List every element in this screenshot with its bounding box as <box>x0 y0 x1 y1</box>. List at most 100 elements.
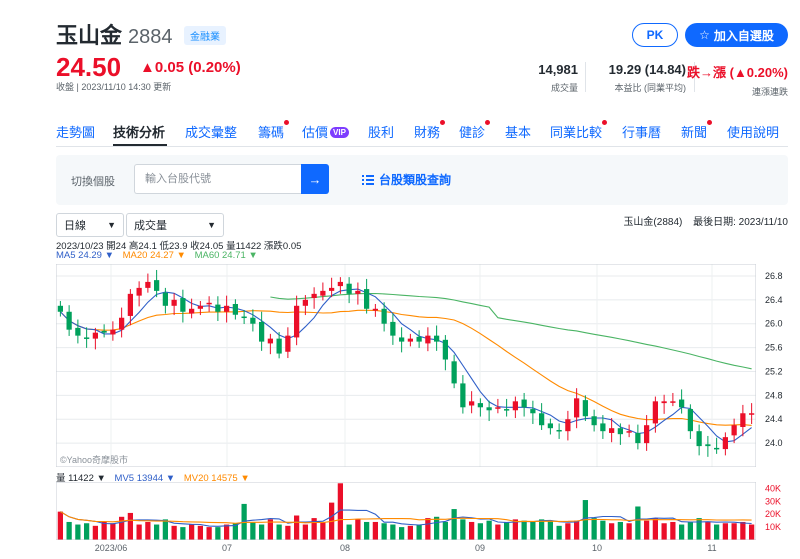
tab-news[interactable]: 新聞 <box>681 120 713 141</box>
candle-body <box>679 399 685 408</box>
candle <box>591 409 597 432</box>
candle <box>302 295 308 316</box>
tab-label: 成交彙整 <box>185 125 238 140</box>
volume-bar <box>547 520 553 540</box>
candle-body <box>486 407 492 411</box>
date-tick-label: 07 <box>222 543 232 553</box>
candle-body <box>609 428 615 433</box>
ma60-path <box>270 292 752 370</box>
sector-badge[interactable]: 金融業 <box>184 26 226 45</box>
period-select[interactable]: 日線 ▼ <box>56 213 124 237</box>
search-submit-button[interactable]: → <box>301 164 329 194</box>
indicator-select[interactable]: 成交量 ▼ <box>126 213 224 237</box>
candle-body <box>101 330 107 333</box>
add-watchlist-button[interactable]: ☆ 加入自選股 <box>685 23 788 47</box>
candle <box>652 396 658 433</box>
volume-axis: 40K 30K 20K 10K <box>765 483 781 532</box>
candle-body <box>276 338 282 354</box>
volume-mv-lines <box>60 509 752 527</box>
stat-label: 本益比 (同業平均) <box>614 83 687 93</box>
price-tick-label: 24.0 <box>765 438 783 448</box>
tab-trend[interactable]: 走勢圖 <box>56 122 95 141</box>
price-tick-label: 25.2 <box>765 366 783 376</box>
candle <box>171 293 177 316</box>
candle-body <box>285 335 291 352</box>
volume-bar <box>337 483 343 540</box>
volume-bar <box>285 525 291 540</box>
volume-bar <box>626 523 632 540</box>
candle <box>372 304 378 317</box>
tab-dividend[interactable]: 股利 <box>368 122 394 141</box>
candle-body <box>469 401 475 406</box>
candle-body <box>749 413 755 415</box>
volume-bar <box>495 524 501 540</box>
volume-chart[interactable] <box>56 482 756 540</box>
candle <box>390 313 396 345</box>
candle-body <box>180 298 186 312</box>
volume-bar <box>469 521 475 540</box>
volume-bar <box>294 515 300 540</box>
tab-trades[interactable]: 成交彙整 <box>185 122 237 141</box>
stat-label: 連漲連跌 <box>751 87 788 97</box>
price-chart[interactable]: ©Yahoo奇摩股市 <box>56 264 756 467</box>
candle-body <box>652 401 658 424</box>
volume-bar <box>696 518 702 540</box>
candle <box>442 335 448 371</box>
candle-body <box>591 416 597 426</box>
candle-body <box>399 337 405 342</box>
candle-body <box>740 413 746 427</box>
tab-label: 行事曆 <box>622 125 662 140</box>
candle-body <box>92 332 98 339</box>
tab-valuation[interactable]: 估價 VIP <box>302 122 349 141</box>
candle-body <box>714 447 720 450</box>
vol-legend: 量 11422 ▼ <box>56 473 106 484</box>
candle-body <box>136 287 142 296</box>
volume-bar <box>644 520 650 540</box>
candle-body <box>75 327 81 336</box>
tab-calendar[interactable]: 行事曆 <box>622 122 661 141</box>
volume-bar <box>372 521 378 540</box>
volume-bar <box>171 525 177 540</box>
category-query-link[interactable]: 台股類股查詢 <box>362 171 451 188</box>
volume-bar <box>276 524 282 540</box>
volume-bar <box>145 521 151 540</box>
volume-chart-border <box>56 482 756 540</box>
candle <box>381 302 387 332</box>
candle <box>101 324 107 338</box>
candle <box>539 403 545 430</box>
tab-help[interactable]: 使用說明 <box>727 122 779 141</box>
volume-bars <box>57 483 755 540</box>
candle-body <box>600 423 606 432</box>
candle-body <box>416 336 422 342</box>
volume-bar <box>92 525 98 540</box>
candle-body <box>162 292 168 306</box>
tab-technical[interactable]: 技術分析 <box>113 122 165 141</box>
tab-health[interactable]: 健診 <box>459 120 491 141</box>
tab-label: 新聞 <box>681 125 708 140</box>
date-tick-label: 09 <box>475 543 485 553</box>
tab-basic[interactable]: 基本 <box>505 122 531 141</box>
candle <box>267 333 273 355</box>
candle <box>92 327 98 350</box>
candle-body <box>539 413 545 426</box>
candle <box>145 273 151 293</box>
mv5-legend: MV5 13944 ▼ <box>114 473 176 484</box>
period-value: 日線 <box>64 220 86 232</box>
candle <box>110 321 116 341</box>
pk-button[interactable]: PK <box>632 23 678 47</box>
volume-bar <box>407 525 413 540</box>
tab-chips[interactable]: 籌碼 <box>258 120 290 141</box>
volume-tick-label: 40K <box>765 483 781 493</box>
volume-bar <box>381 523 387 540</box>
tab-peer[interactable]: 同業比較 <box>550 120 608 141</box>
candle-body <box>206 302 212 305</box>
tab-financial[interactable]: 財務 <box>414 120 446 141</box>
stock-code-input[interactable] <box>134 164 301 194</box>
volume-bar <box>259 524 265 540</box>
chart-last-date: 最後日期: 2023/11/10 <box>693 217 788 228</box>
date-tick-label: 08 <box>340 543 350 553</box>
candle-body <box>232 304 238 315</box>
date-tick-label: 10 <box>592 543 602 553</box>
volume-bar <box>714 524 720 540</box>
candle <box>635 424 641 450</box>
